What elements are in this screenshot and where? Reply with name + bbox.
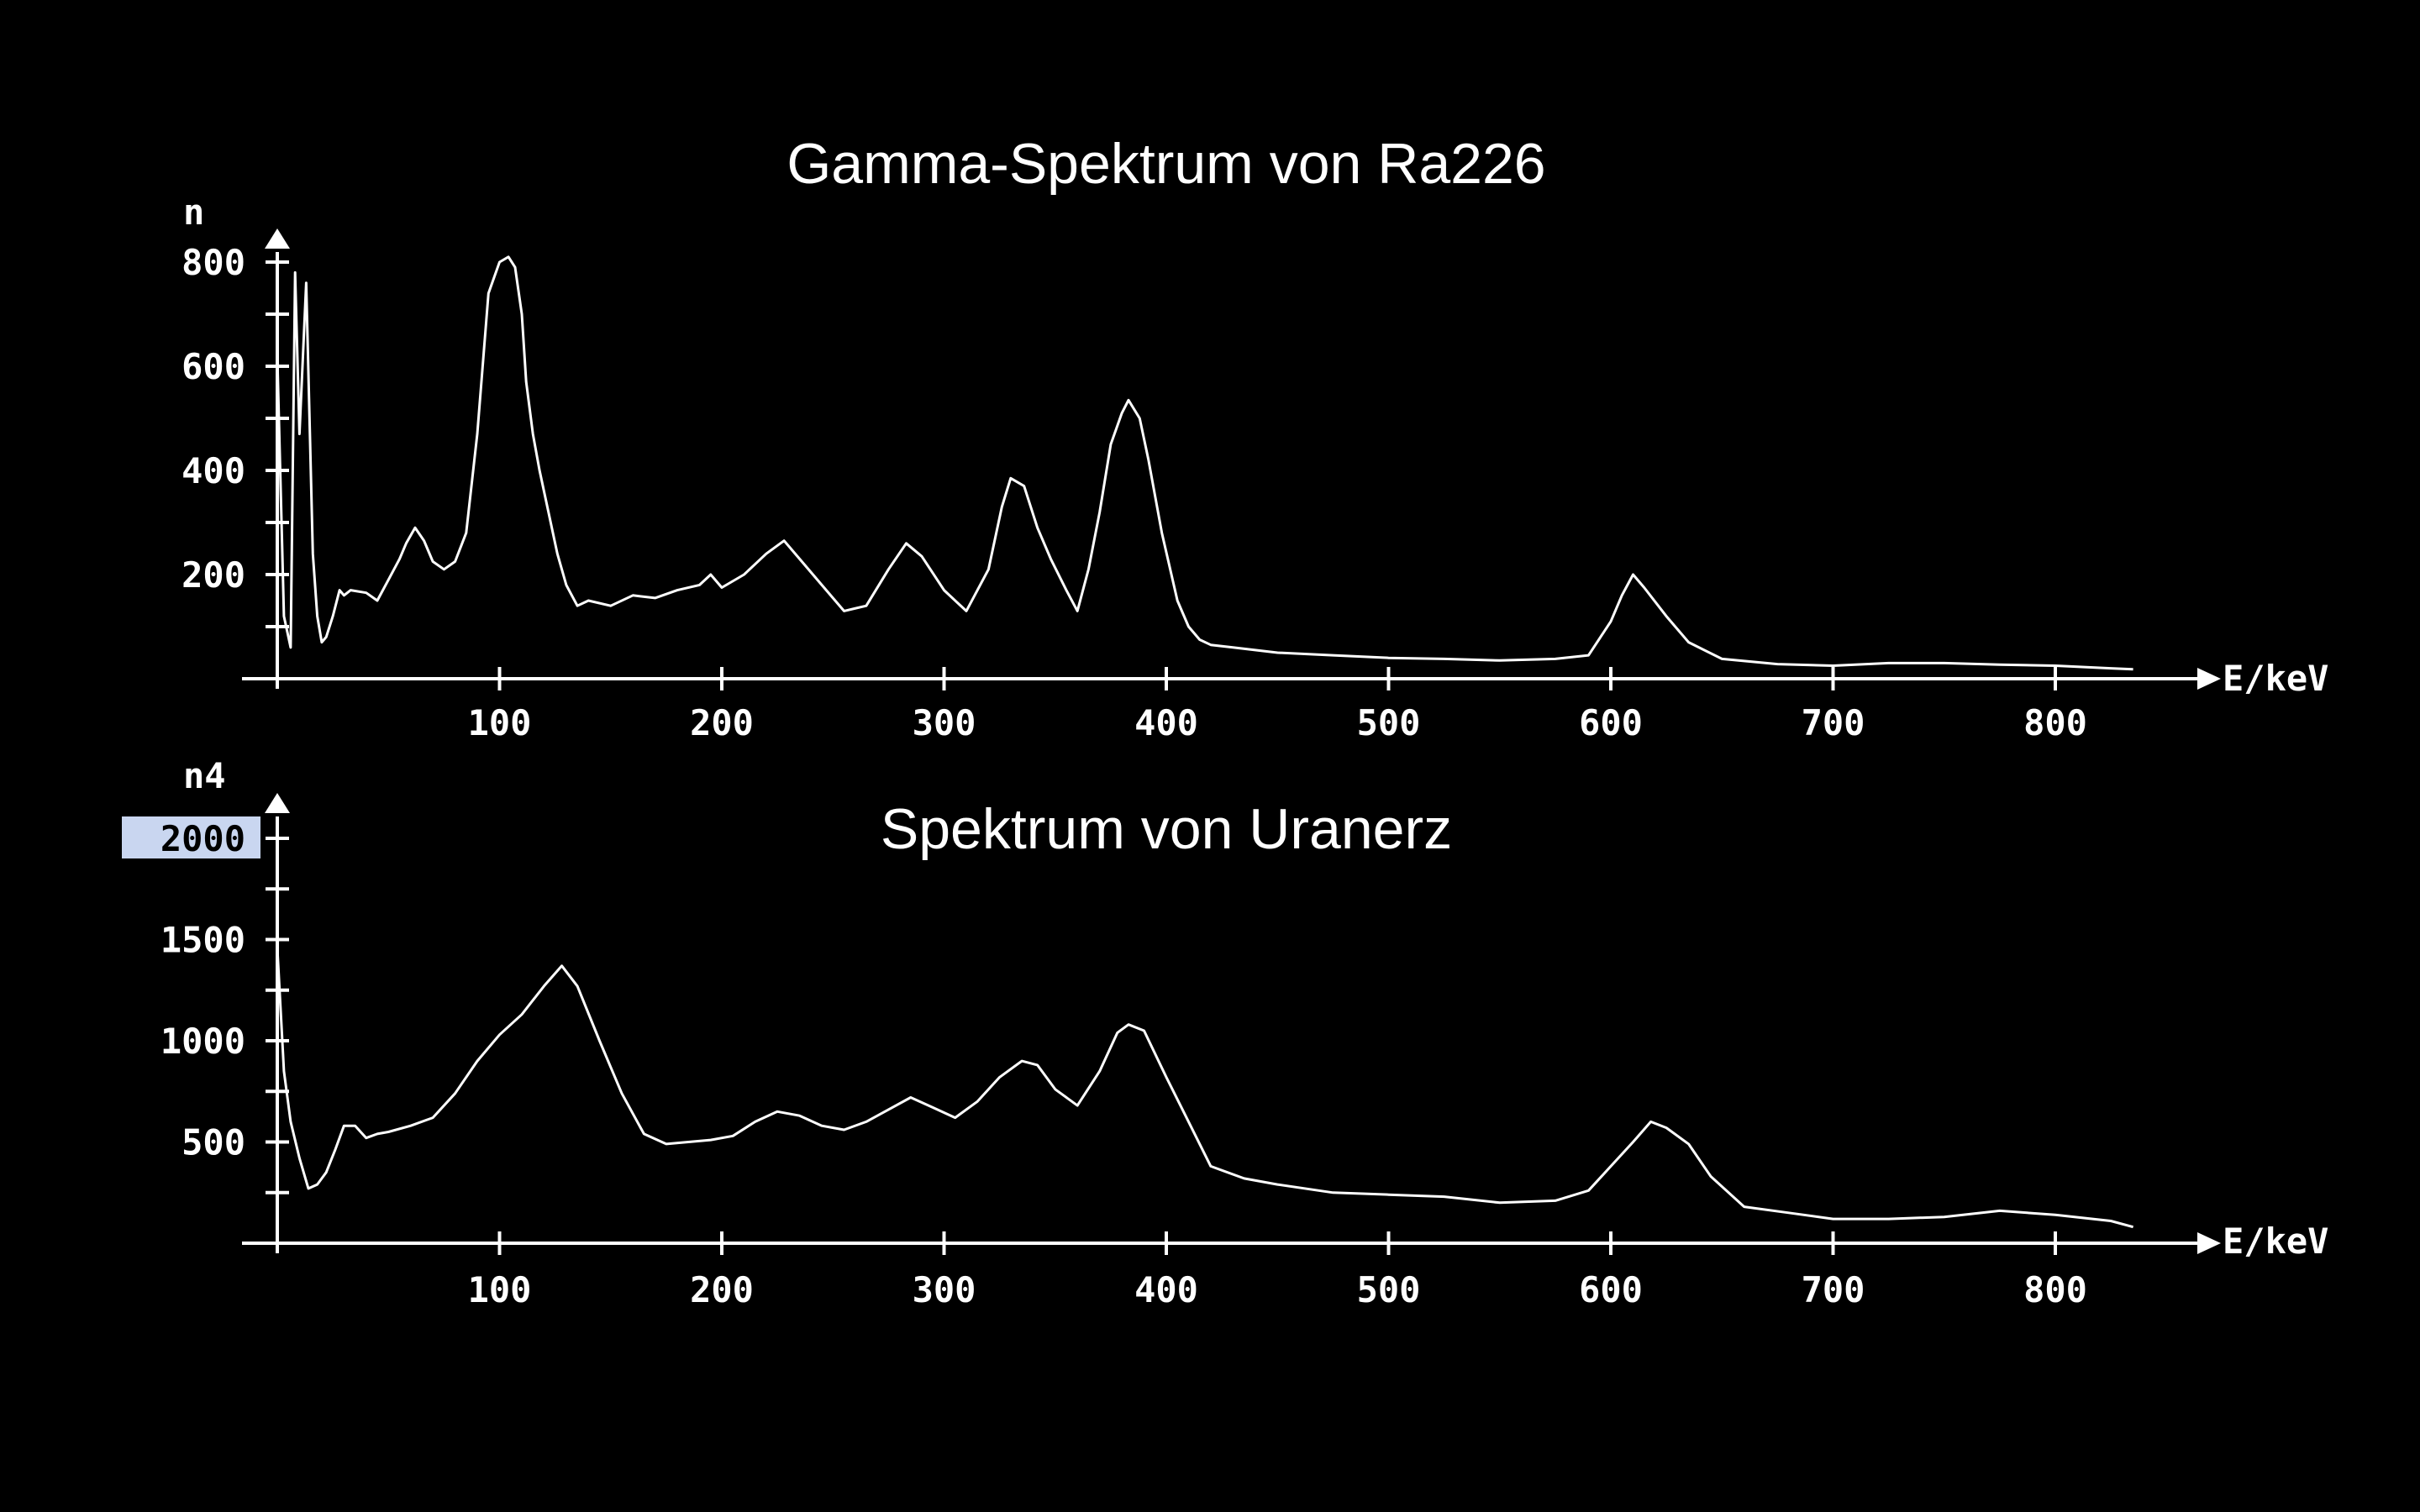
chart-title: Gamma-Spektrum von Ra226: [786, 132, 1545, 196]
y-tick-highlight: [122, 816, 260, 858]
y-tick-label: 200: [182, 554, 245, 596]
x-tick-label: 200: [690, 1269, 754, 1310]
y-tick-label: 1500: [160, 920, 245, 961]
y-axis-label: n: [183, 192, 204, 233]
y-tick-label: 400: [182, 450, 245, 491]
x-tick-label: 800: [2023, 702, 2087, 743]
y-axis-label: n4: [183, 755, 226, 796]
x-axis-arrow: [2197, 1232, 2221, 1254]
y-axis-arrow: [265, 228, 290, 249]
x-ticks: 100 200 300 400 500 600 700 800: [468, 1231, 2087, 1310]
x-tick-label: 300: [913, 1269, 976, 1310]
x-tick-label: 800: [2023, 1269, 2087, 1310]
x-ticks: 100 200 300 400 500 600 700 800: [468, 667, 2087, 743]
y-tick-label: 600: [182, 346, 245, 387]
x-tick-label: 400: [1134, 702, 1198, 743]
y-tick-label: 2000: [160, 818, 245, 859]
x-tick-label: 700: [1802, 702, 1865, 743]
x-tick-label: 600: [1579, 702, 1643, 743]
x-tick-label: 600: [1579, 1269, 1643, 1310]
x-tick-label: 500: [1357, 1269, 1421, 1310]
x-tick-label: 200: [690, 702, 754, 743]
y-ticks: 500 1000 1500 2000: [122, 816, 289, 1194]
ra226-chart: Gamma-Spektrum von Ra226 n E/keV 200 400 6…: [182, 132, 2328, 743]
y-axis-arrow: [265, 793, 290, 813]
x-tick-label: 100: [468, 702, 532, 743]
x-tick-label: 100: [468, 1269, 532, 1310]
y-ticks: 200 400 600 800: [182, 242, 289, 628]
uranerz-chart: Spektrum von Uranerz n4 E/keV 500 1000 150…: [122, 755, 2328, 1310]
chart-title: Spektrum von Uranerz: [881, 797, 1452, 861]
y-tick-label: 1000: [160, 1021, 245, 1062]
x-axis-arrow: [2197, 668, 2221, 690]
series-line: [276, 255, 2133, 671]
x-tick-label: 700: [1802, 1269, 1865, 1310]
y-tick-label: 500: [182, 1122, 245, 1163]
x-tick-label: 400: [1134, 1269, 1198, 1310]
y-tick-label: 800: [182, 242, 245, 283]
x-axis-label: E/keV: [2223, 1221, 2328, 1262]
series-line: [276, 948, 2133, 1229]
x-tick-label: 500: [1357, 702, 1421, 743]
x-axis-label: E/keV: [2223, 658, 2328, 699]
x-tick-label: 300: [913, 702, 976, 743]
